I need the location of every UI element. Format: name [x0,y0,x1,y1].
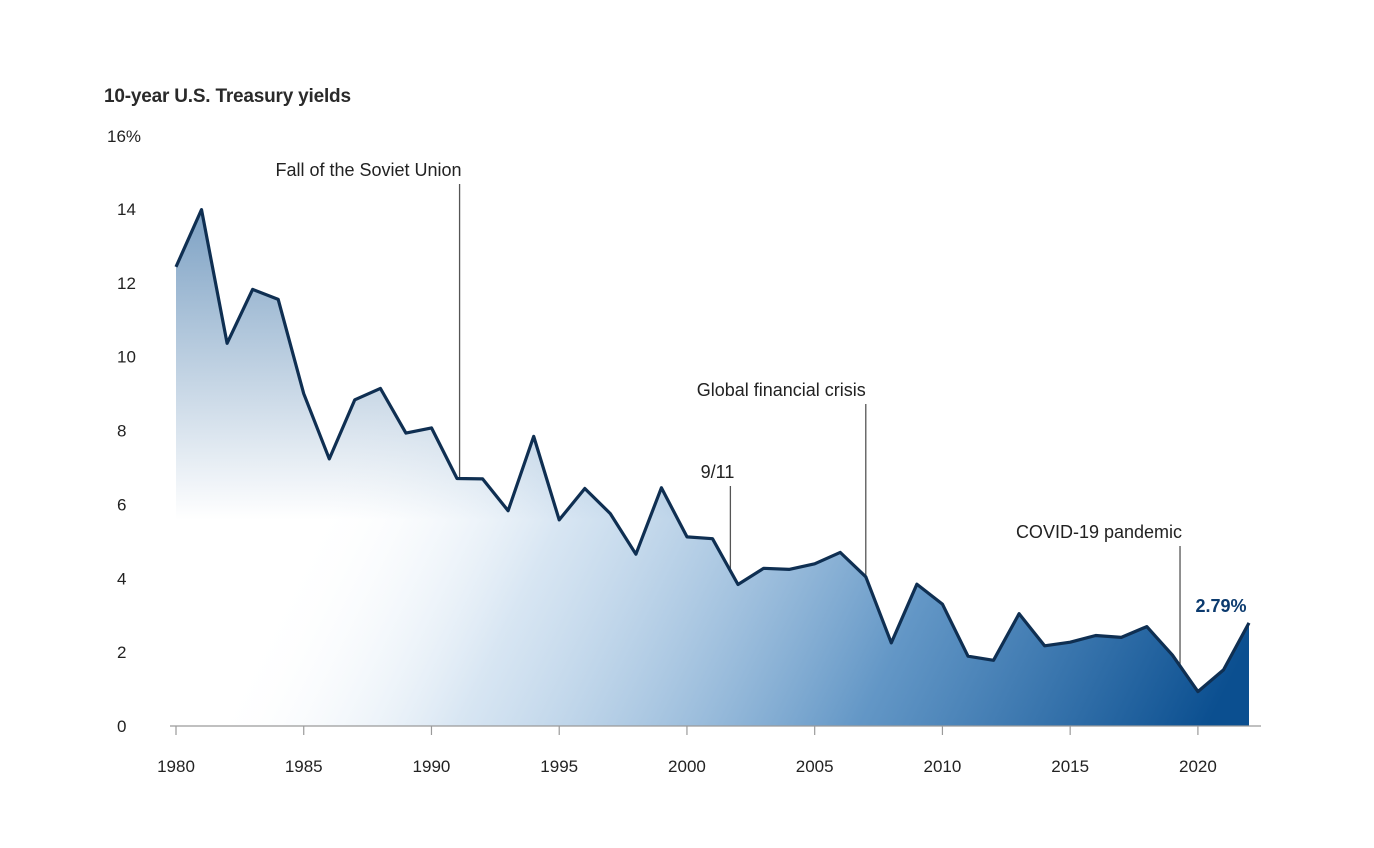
x-tick-label: 2010 [924,757,962,776]
y-tick-label: 14 [117,200,136,219]
axes: 1980 1985 1990 1995 2000 2005 2010 2015 2020 0 2 4 6… [117,200,1261,776]
annotation-label: Global financial crisis [697,380,866,400]
last-value-label: 2.79% [1195,596,1246,616]
area-fill-top [176,209,1249,727]
x-tick-label: 1985 [285,757,323,776]
x-tick-label: 1990 [413,757,451,776]
x-tick-label: 2005 [796,757,834,776]
x-tick-label: 2020 [1179,757,1217,776]
x-tick-label: 2000 [668,757,706,776]
y-tick-label: 12 [117,274,136,293]
x-tick-label: 1980 [157,757,195,776]
y-tick-label: 6 [117,495,126,514]
y-tick-label: 0 [117,717,126,736]
annotations: Fall of the Soviet Union 9/11 Global finan… [275,160,1182,667]
y-tick-label: 10 [117,348,136,367]
yield-line [174,208,1251,694]
x-tick-label: 1995 [540,757,578,776]
y-axis-unit-label: 16% [107,127,141,146]
y-tick-label: 8 [117,422,126,441]
x-tick-label: 2015 [1051,757,1089,776]
y-tick-label: 2 [117,643,126,662]
chart-title: 10-year U.S. Treasury yields [104,86,351,107]
annotation-label: COVID-19 pandemic [1016,522,1182,542]
y-tick-label: 4 [117,569,126,588]
annotation-label: 9/11 [701,462,735,482]
annotation-label: Fall of the Soviet Union [275,160,461,180]
